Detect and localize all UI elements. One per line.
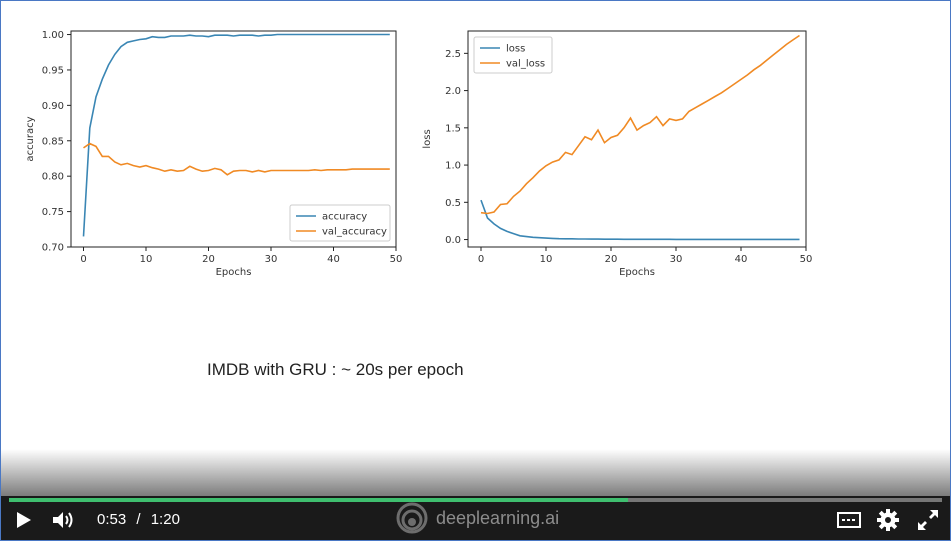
legend-label: accuracy (322, 212, 367, 223)
controls-gradient (1, 449, 950, 499)
x-tick-label: 30 (265, 254, 278, 265)
y-tick-label: 0.85 (42, 136, 64, 147)
y-tick-label: 0.5 (445, 198, 461, 209)
gear-icon[interactable] (877, 509, 899, 531)
legend-label: loss (506, 44, 525, 55)
x-tick-label: 10 (540, 254, 553, 265)
loss-chart: 0 10 20 30 40 50 0.0 0.5 1.0 1.5 2.0 2.5 Epochs loss l… (421, 23, 816, 283)
legend-box (289, 204, 391, 242)
x-tick-label: 40 (735, 254, 748, 265)
player-controls: 0:53 / 1:20 deeplearning.ai (1, 496, 950, 540)
volume-icon[interactable] (51, 510, 75, 530)
time-separator: / (136, 511, 141, 528)
x-tick-label: 40 (327, 254, 340, 265)
y-tick-label: 0.0 (445, 235, 461, 246)
series-line-val-loss (480, 34, 800, 215)
y-tick-label: 1.0 (445, 161, 461, 172)
x-tick-label: 0 (478, 254, 484, 265)
legend-label: val_accuracy (322, 227, 387, 238)
plot-frame (70, 30, 397, 248)
x-tick-label: 50 (390, 254, 403, 265)
captions-icon[interactable] (837, 510, 861, 530)
time-display: 0:53 / 1:20 (97, 511, 180, 528)
series-line-val-accuracy (83, 142, 390, 176)
legend-box (473, 36, 553, 74)
deeplearning-logo-icon (396, 502, 428, 534)
x-tick-label: 20 (202, 254, 215, 265)
fullscreen-icon[interactable] (917, 509, 939, 531)
legend: loss val_loss (473, 36, 553, 74)
y-tick-label: 0.90 (42, 101, 64, 112)
duration: 1:20 (150, 511, 180, 528)
y-tick-label: 0.75 (42, 207, 64, 218)
play-icon[interactable] (17, 512, 31, 528)
y-tick-label: 0.70 (42, 243, 64, 254)
progress-bar[interactable] (9, 498, 942, 502)
x-tick-label: 10 (140, 254, 153, 265)
slide-caption: IMDB with GRU : ~ 20s per epoch (207, 360, 464, 379)
legend: accuracy val_accuracy (289, 204, 391, 242)
legend-label: val_loss (506, 59, 545, 70)
y-tick-label: 2.0 (445, 86, 461, 97)
accuracy-chart-svg: 0 10 20 30 40 50 0.70 0.75 0.80 0.85 0.90 0.95 1.00 E… (25, 30, 403, 278)
series-line-loss (480, 199, 800, 241)
x-axis-label: Epochs (216, 267, 252, 278)
y-tick-label: 1.00 (42, 30, 64, 41)
progress-fill (9, 498, 628, 502)
x-axis-label: Epochs (619, 267, 655, 278)
y-axis-label: loss (422, 129, 433, 148)
series-line-accuracy (82, 33, 390, 237)
loss-chart-svg: 0 10 20 30 40 500.00.51.01.52.02.5Epochslossl… (422, 30, 813, 278)
x-tick-label: 20 (605, 254, 618, 265)
x-tick-label: 0 (80, 254, 86, 265)
y-tick-label: 1.5 (445, 123, 461, 134)
accuracy-chart: 0 10 20 30 40 50 0.70 0.75 0.80 0.85 0.90 0.95 1.00 E… (21, 23, 406, 283)
current-time: 0:53 (97, 511, 127, 528)
brand-logo: deeplearning.ai (396, 502, 559, 534)
brand-name: deeplearning.ai (436, 507, 560, 528)
y-axis-label: accuracy (25, 116, 36, 161)
y-tick-label: 2.5 (445, 49, 461, 60)
x-tick-label: 30 (670, 254, 683, 265)
y-tick-label: 0.80 (42, 172, 64, 183)
x-tick-label: 50 (800, 254, 813, 265)
y-tick-label: 0.95 (42, 65, 64, 76)
plot-frame (467, 30, 807, 248)
